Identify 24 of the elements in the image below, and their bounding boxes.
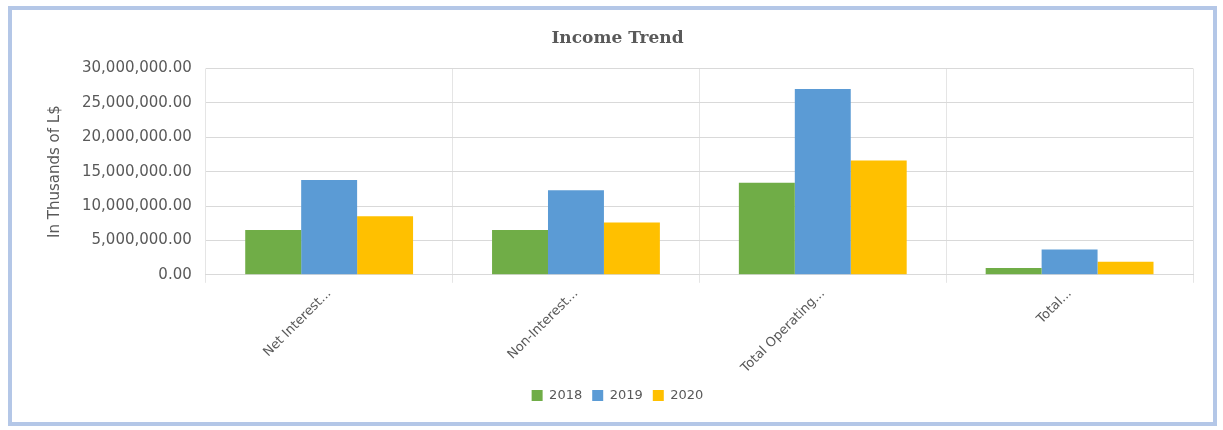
legend-label: 2020: [670, 386, 704, 402]
bar: [492, 230, 548, 275]
y-tick-label: 0.00: [158, 264, 192, 283]
bar: [985, 267, 1042, 275]
y-tick-label: 5,000,000.00: [91, 230, 192, 249]
y-tick-label: 15,000,000.00: [81, 161, 192, 180]
bar: [603, 222, 660, 275]
y-tick-label: 10,000,000.00: [81, 195, 192, 214]
y-tick-label: 20,000,000.00: [81, 127, 192, 146]
bar: [738, 182, 795, 275]
y-tick-label: 25,000,000.00: [81, 92, 192, 111]
bar: [547, 190, 604, 275]
bar: [357, 216, 414, 275]
legend-label: 2018: [549, 386, 583, 402]
bar: [850, 160, 907, 275]
bar: [794, 89, 851, 275]
bar: [245, 230, 302, 275]
bar: [1097, 261, 1154, 275]
chart-title: Income Trend: [551, 26, 684, 47]
y-tick-label: 30,000,000.00: [81, 58, 192, 77]
bar: [1041, 249, 1098, 275]
legend-label: 2019: [609, 386, 643, 402]
y-axis-title: In Thusands of L$: [44, 105, 63, 238]
bar: [301, 179, 358, 275]
